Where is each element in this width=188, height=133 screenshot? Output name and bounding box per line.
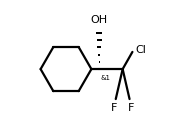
Text: F: F xyxy=(128,103,134,113)
Text: &1: &1 xyxy=(100,75,110,81)
Text: Cl: Cl xyxy=(136,45,147,55)
Text: OH: OH xyxy=(91,15,108,25)
Text: F: F xyxy=(111,103,117,113)
